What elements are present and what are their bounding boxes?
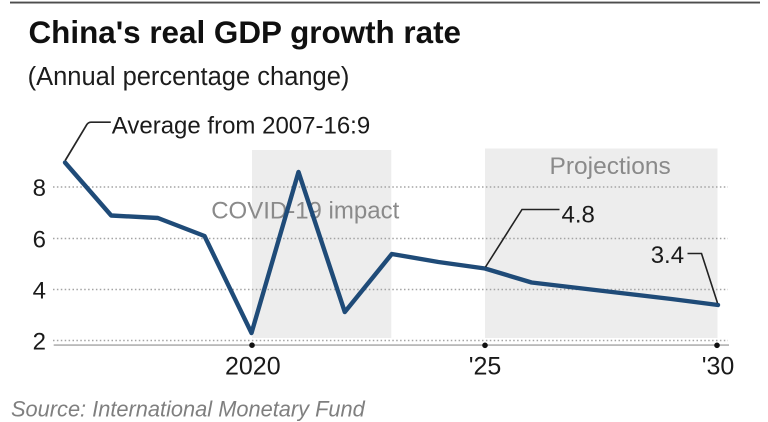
svg-text:(Annual percentage change): (Annual percentage change) [28,63,350,91]
svg-text:'30: '30 [702,353,735,381]
svg-text:'25: '25 [469,353,502,381]
svg-text:2020: 2020 [225,353,281,381]
svg-text:Source: International Monetary: Source: International Monetary Fund [11,397,366,422]
svg-text:4.8: 4.8 [562,201,595,228]
svg-text:COVID-19 impact: COVID-19 impact [211,198,399,225]
svg-text:8: 8 [33,175,46,202]
svg-text:3.4: 3.4 [651,242,684,269]
svg-text:4: 4 [33,277,46,304]
svg-text:2: 2 [33,328,46,355]
svg-text:6: 6 [33,226,46,253]
svg-text:Projections: Projections [550,153,671,180]
svg-text:China's real GDP growth rate: China's real GDP growth rate [29,15,462,50]
svg-text:Average from 2007-16:9: Average from 2007-16:9 [112,112,370,139]
